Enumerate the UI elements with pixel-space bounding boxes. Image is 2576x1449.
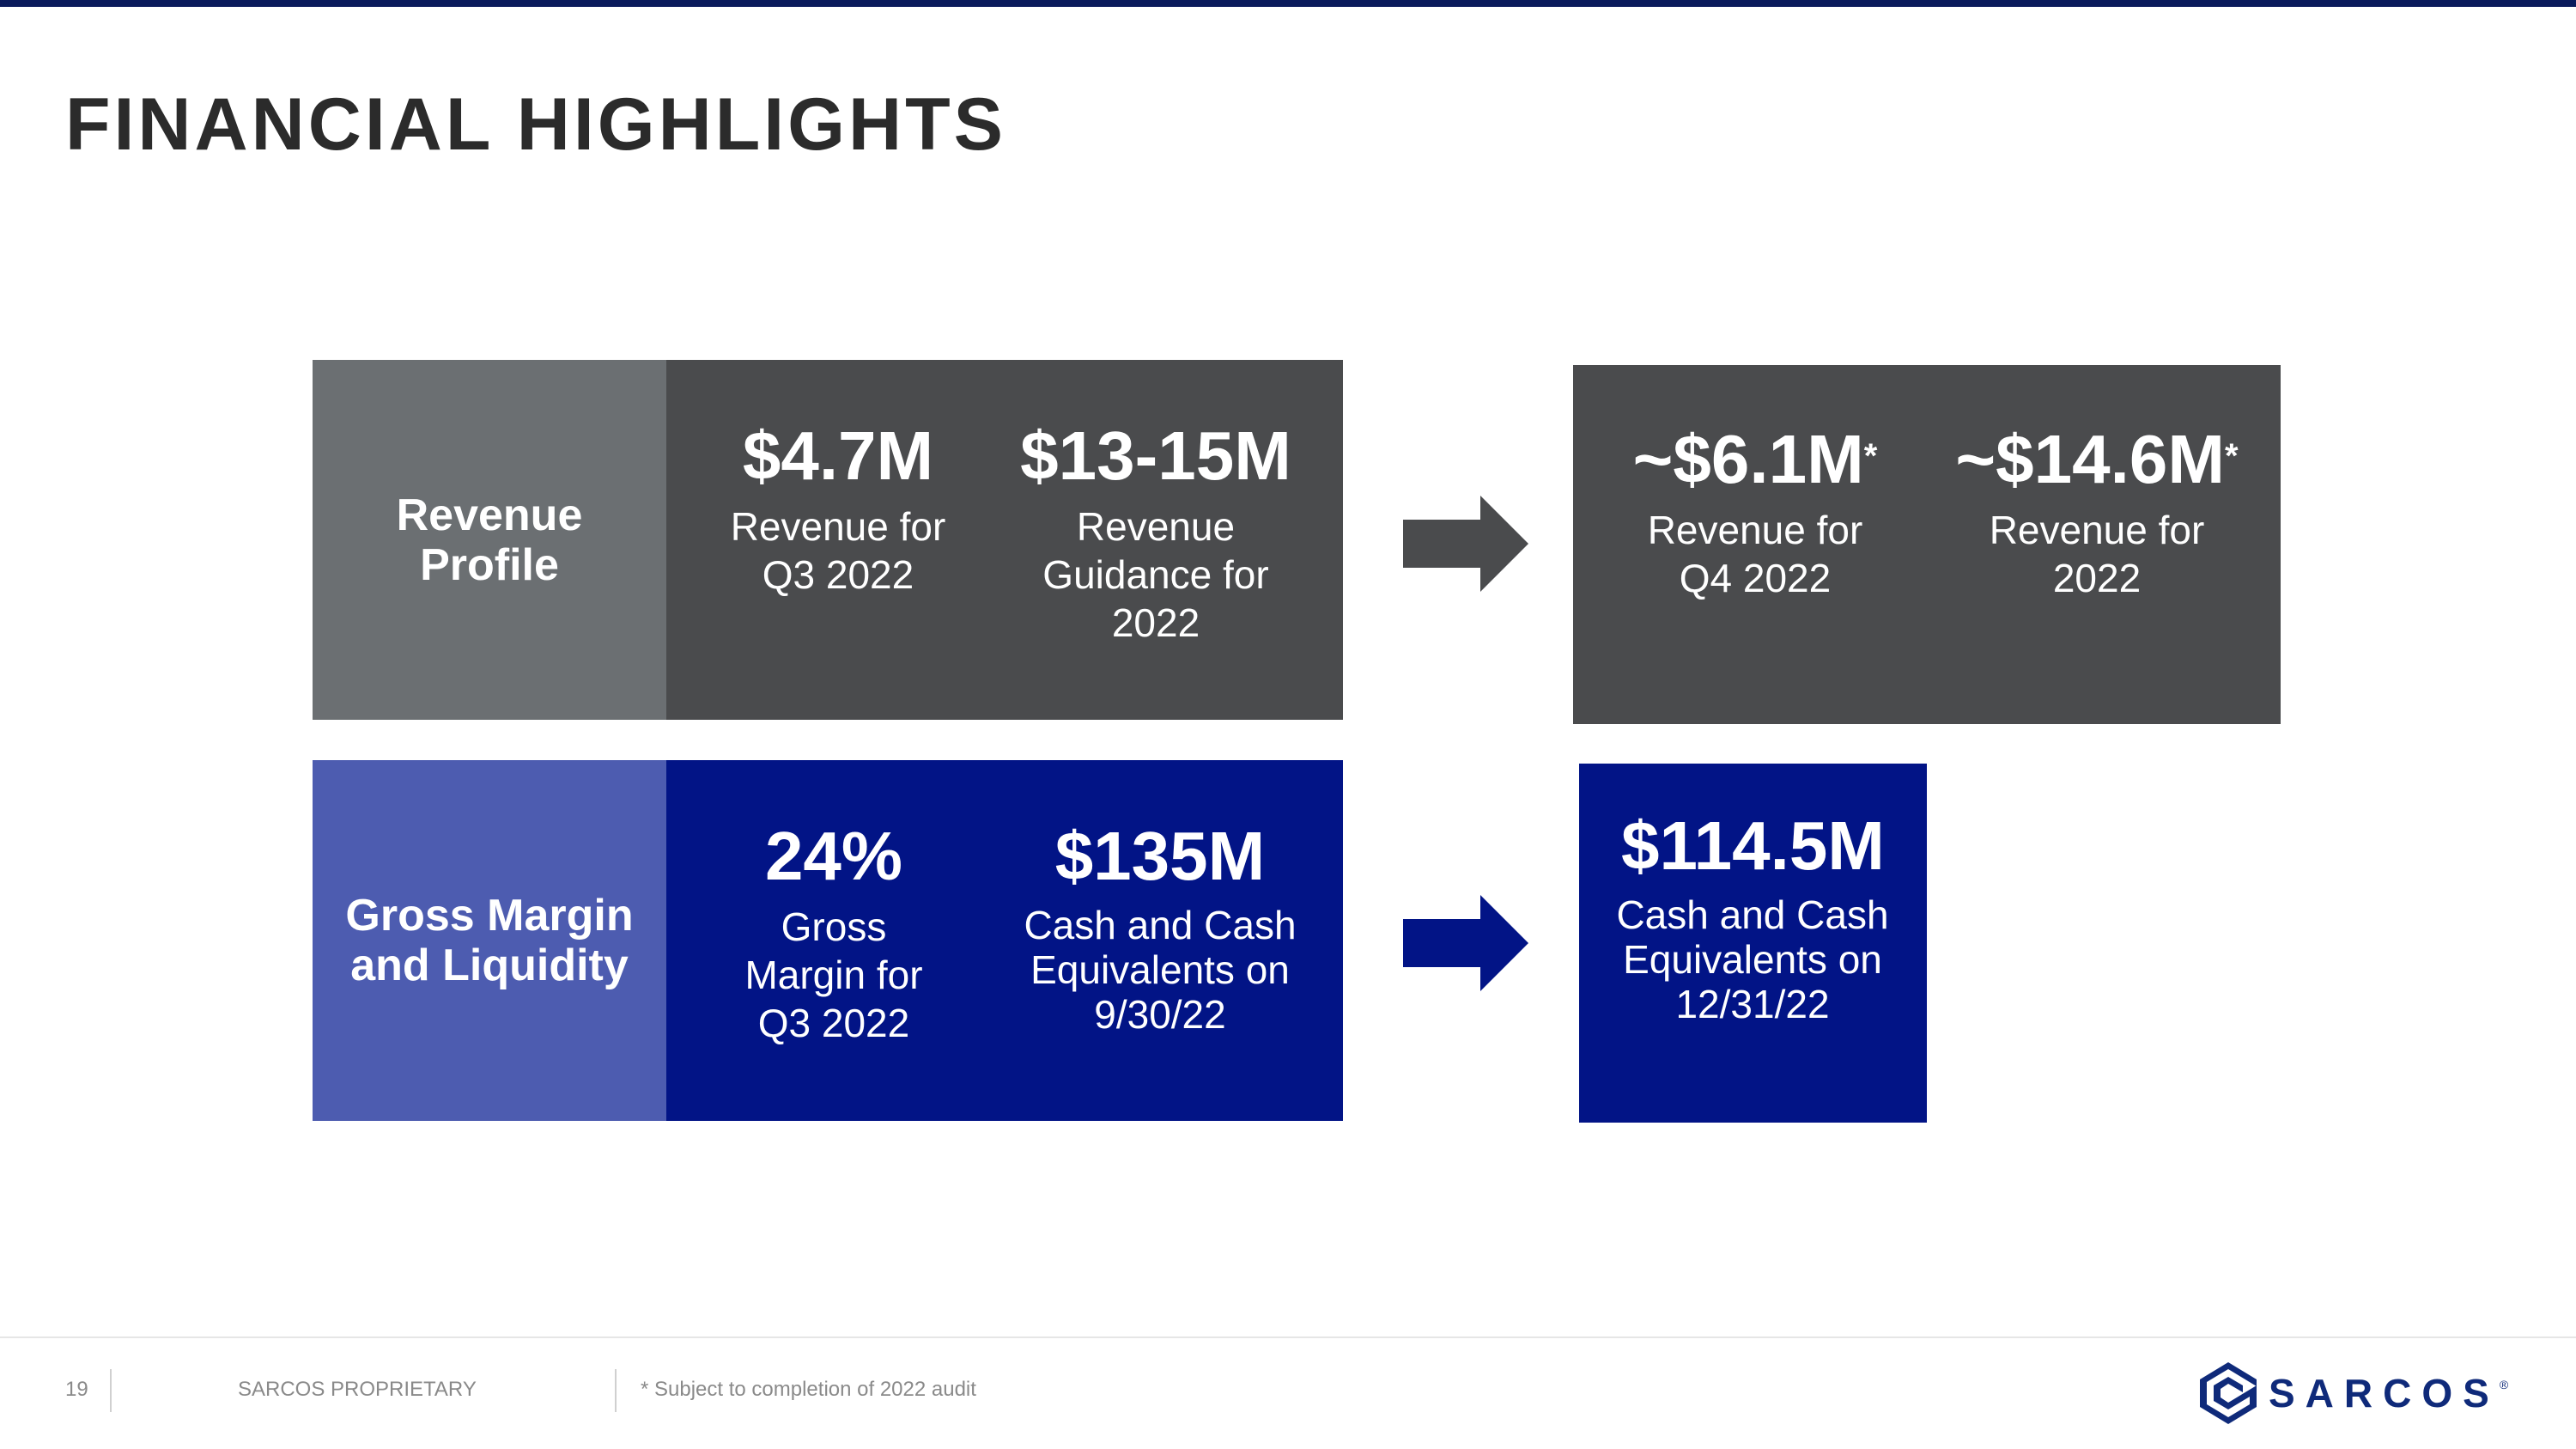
revenue-profile-q3-box: $4.7M Revenue for Q3 2022 $13-15M Revenu… — [666, 360, 1343, 720]
revenue-2022-stat: ~$14.6M* Revenue for 2022 — [1925, 420, 2269, 602]
sarcos-logo-text: SARCOS — [2269, 1371, 2500, 1416]
gross-margin-value: 24% — [764, 818, 903, 894]
cash-outlook-box: $114.5M Cash and Cash Equivalents on 12/… — [1579, 764, 1927, 1123]
footer-separator — [110, 1369, 112, 1412]
gross-margin-desc: Gross Margin for Q3 2022 — [744, 904, 923, 1045]
revenue-outlook-box: ~$6.1M* Revenue for Q4 2022 ~$14.6M* Rev… — [1573, 365, 2281, 724]
revenue-profile-label-box: Revenue Profile — [313, 360, 666, 720]
cash-q3-value: $135M — [1054, 818, 1266, 894]
cash-year-end-desc: Cash and Cash Equivalents on 12/31/22 — [1616, 892, 1889, 1026]
gross-margin-label: Gross Margin and Liquidity — [345, 891, 634, 990]
proprietary-notice: SARCOS PROPRIETARY — [238, 1378, 477, 1401]
page-number: 19 — [65, 1378, 88, 1401]
top-accent-bar — [0, 0, 2576, 7]
revenue-q3-value: $4.7M — [742, 417, 934, 494]
revenue-guidance-desc: Revenue Guidance for 2022 — [1042, 504, 1269, 645]
revenue-2022-value: ~$14.6M — [1955, 421, 2225, 497]
cash-year-end-stat: $114.5M Cash and Cash Equivalents on 12/… — [1579, 807, 1927, 1026]
gross-margin-stat: 24% Gross Margin for Q3 2022 — [692, 817, 975, 1047]
revenue-q4-asterisk: * — [1863, 437, 1878, 475]
revenue-q3-desc: Revenue for Q3 2022 — [730, 504, 946, 597]
revenue-guidance-stat: $13-15M Revenue Guidance for 2022 — [993, 417, 1319, 647]
revenue-arrow-icon — [1403, 496, 1528, 592]
revenue-q4-desc: Revenue for Q4 2022 — [1647, 508, 1863, 600]
sarcos-logo: SARCOS ® — [2198, 1361, 2508, 1426]
cash-year-end-value: $114.5M — [1621, 807, 1885, 884]
sarcos-logo-icon — [2200, 1362, 2257, 1424]
registered-mark: ® — [2499, 1378, 2509, 1391]
revenue-q3-stat: $4.7M Revenue for Q3 2022 — [683, 417, 993, 599]
revenue-q4-value: ~$6.1M — [1632, 421, 1864, 497]
revenue-q4-stat: ~$6.1M* Revenue for Q4 2022 — [1590, 420, 1920, 602]
revenue-guidance-value: $13-15M — [1020, 417, 1291, 494]
cash-q3-desc: Cash and Cash Equivalents on 9/30/22 — [1024, 903, 1297, 1037]
revenue-profile-label: Revenue Profile — [396, 490, 583, 590]
revenue-2022-desc: Revenue for 2022 — [1989, 508, 2205, 600]
page-title: FINANCIAL HIGHLIGHTS — [65, 83, 1007, 166]
footer-divider — [0, 1336, 2576, 1338]
revenue-2022-asterisk: * — [2224, 437, 2239, 475]
gross-margin-q3-box: 24% Gross Margin for Q3 2022 $135M Cash … — [666, 760, 1343, 1121]
audit-footnote: * Subject to completion of 2022 audit — [641, 1378, 976, 1401]
cash-q3-stat: $135M Cash and Cash Equivalents on 9/30/… — [984, 817, 1336, 1037]
gross-margin-label-box: Gross Margin and Liquidity — [313, 760, 666, 1121]
cash-arrow-icon — [1403, 895, 1528, 991]
footer-separator — [615, 1369, 617, 1412]
